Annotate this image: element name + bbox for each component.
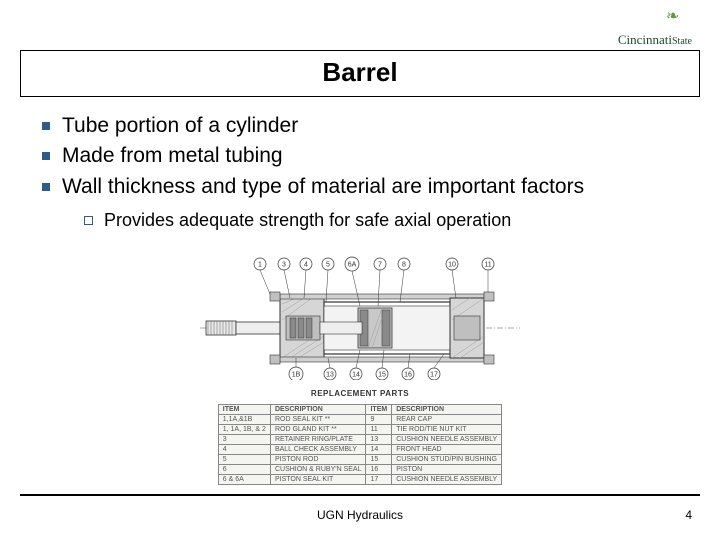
callout-top: 1 (254, 258, 270, 294)
table-cell: 1,1A,&1B (218, 415, 270, 425)
svg-text:6A: 6A (348, 262, 357, 269)
table-row: 3RETAINER RING/PLATE13CUSHION NEEDLE ASS… (218, 435, 501, 445)
table-cell: 17 (366, 475, 392, 485)
brand-logo: ❧ CincinnatiState (618, 12, 692, 48)
svg-text:11: 11 (484, 262, 491, 269)
table-cell: CUSHION NEEDLE ASSEMBLY (392, 435, 502, 445)
table-cell: PISTON ROD (270, 455, 366, 465)
table-cell: 14 (366, 445, 392, 455)
table-cell: RETAINER RING/PLATE (270, 435, 366, 445)
cylinder-diagram: 1 3 4 5 6A 7 8 10 11 1B 13 14 15 16 17 (200, 240, 520, 380)
leaf-icon: ❧ (666, 8, 679, 25)
svg-text:15: 15 (378, 372, 386, 379)
table-row: 6 & 6APISTON SEAL KIT17CUSHION NEEDLE AS… (218, 475, 501, 485)
col-header: ITEM (218, 405, 270, 415)
title-box: Barrel (20, 50, 700, 97)
brand-line2: State (672, 36, 692, 47)
main-bullet-list: Tube portion of a cylinder Made from met… (28, 112, 692, 232)
table-cell: 16 (366, 465, 392, 475)
table-cell: 1, 1A, 1B, & 2 (218, 425, 270, 435)
table-cell: 9 (366, 415, 392, 425)
svg-text:10: 10 (448, 262, 456, 269)
table-cell: PISTON SEAL KIT (270, 475, 366, 485)
parts-table-title: REPLACEMENT PARTS (0, 389, 720, 398)
svg-text:7: 7 (378, 262, 382, 269)
svg-text:14: 14 (352, 372, 360, 379)
diagram-area: 1 3 4 5 6A 7 8 10 11 1B 13 14 15 16 17 R… (0, 240, 720, 485)
table-cell: 3 (218, 435, 270, 445)
table-row: 1, 1A, 1B, & 2ROD GLAND KIT **11TIE ROD/… (218, 425, 501, 435)
table-row: 6CUSHION & RUBY'N SEAL16PISTON (218, 465, 501, 475)
table-cell: 13 (366, 435, 392, 445)
footer-text: UGN Hydraulics (0, 508, 720, 522)
table-cell: ROD GLAND KIT ** (270, 425, 366, 435)
table-cell: BALL CHECK ASSEMBLY (270, 445, 366, 455)
svg-text:16: 16 (404, 372, 412, 379)
svg-text:17: 17 (430, 372, 438, 379)
table-row: 1,1A,&1BROD SEAL KIT **9REAR CAP (218, 415, 501, 425)
svg-text:1B: 1B (292, 372, 301, 379)
table-cell: 15 (366, 455, 392, 465)
svg-text:5: 5 (326, 262, 330, 269)
page-number: 4 (685, 508, 692, 522)
table-cell: CUSHION & RUBY'N SEAL (270, 465, 366, 475)
brand-line1: Cincinnati (618, 32, 672, 47)
col-header: DESCRIPTION (392, 405, 502, 415)
col-header: DESCRIPTION (270, 405, 366, 415)
table-cell: CUSHION NEEDLE ASSEMBLY (392, 475, 502, 485)
table-cell: CUSHION STUD/PIN BUSHING (392, 455, 502, 465)
replacement-parts-table: ITEM DESCRIPTION ITEM DESCRIPTION 1,1A,&… (218, 404, 502, 485)
content-area: Tube portion of a cylinder Made from met… (28, 112, 692, 234)
svg-text:8: 8 (402, 262, 406, 269)
table-cell: 5 (218, 455, 270, 465)
sub-bullet-item: Provides adequate strength for safe axia… (62, 209, 692, 232)
table-row: 5PISTON ROD15CUSHION STUD/PIN BUSHING (218, 455, 501, 465)
svg-text:13: 13 (326, 372, 334, 379)
table-cell: 6 & 6A (218, 475, 270, 485)
col-header: ITEM (366, 405, 392, 415)
bullet-item: Tube portion of a cylinder (28, 112, 692, 140)
bullet-item: Made from metal tubing (28, 142, 692, 170)
svg-text:3: 3 (282, 262, 286, 269)
table-cell: ROD SEAL KIT ** (270, 415, 366, 425)
table-cell: 11 (366, 425, 392, 435)
svg-text:1: 1 (258, 262, 262, 269)
table-cell: FRONT HEAD (392, 445, 502, 455)
page-title: Barrel (21, 57, 699, 88)
footer-divider (20, 494, 700, 496)
sub-bullet-list: Provides adequate strength for safe axia… (62, 209, 692, 232)
table-row: 4BALL CHECK ASSEMBLY14FRONT HEAD (218, 445, 501, 455)
table-header-row: ITEM DESCRIPTION ITEM DESCRIPTION (218, 405, 501, 415)
table-cell: TIE ROD/TIE NUT KIT (392, 425, 502, 435)
svg-text:4: 4 (304, 262, 308, 269)
table-cell: 4 (218, 445, 270, 455)
table-cell: REAR CAP (392, 415, 502, 425)
bullet-text: Wall thickness and type of material are … (62, 175, 584, 198)
table-cell: 6 (218, 465, 270, 475)
bullet-item: Wall thickness and type of material are … (28, 173, 692, 233)
table-cell: PISTON (392, 465, 502, 475)
